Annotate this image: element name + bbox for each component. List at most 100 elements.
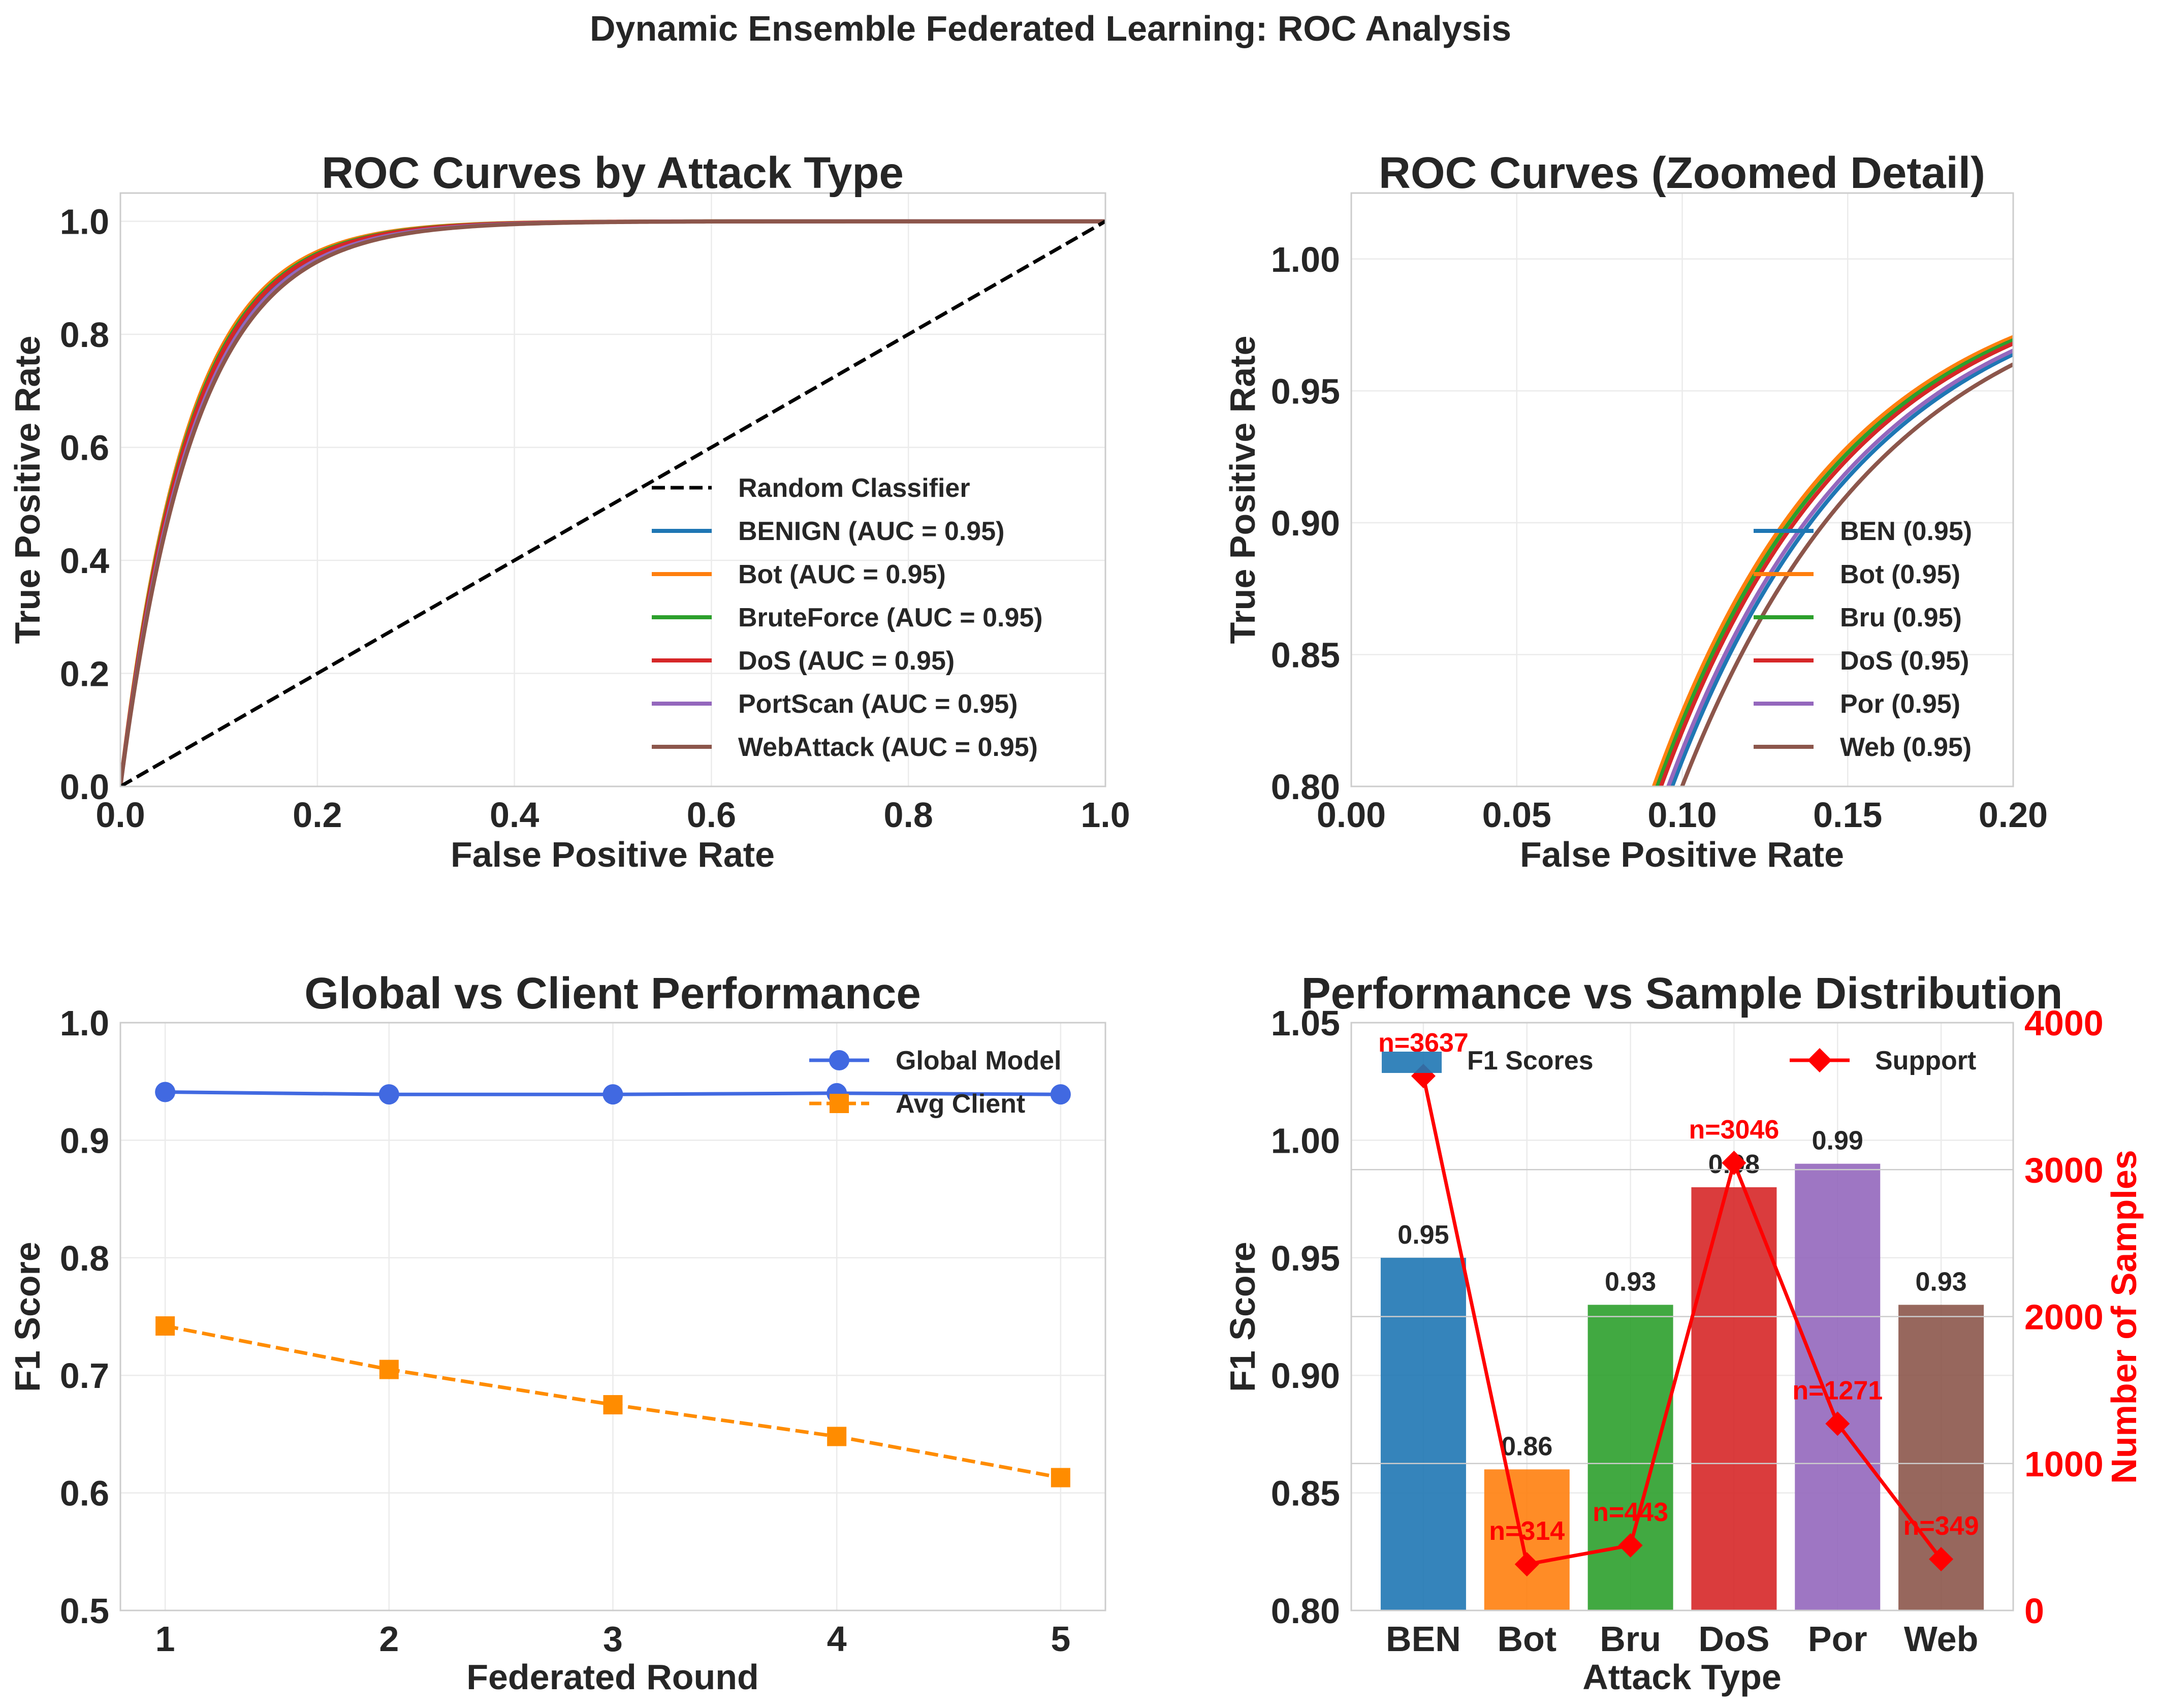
y-tick-bars-1: 0.85 <box>1271 1474 1340 1513</box>
axes-frame-rounds <box>119 1022 1106 1611</box>
support-label-4: n=1271 <box>1792 1376 1883 1405</box>
panel-global-vs-client: 1 2 3 4 5 0.5 0.6 0.7 0.8 0.9 1.0 Global vs Client … <box>8 969 1106 1697</box>
ylabel-right-bars: Number of Samples <box>2104 1150 2144 1483</box>
roc-curve-5 <box>120 219 1105 786</box>
x-tick-zoom-4: 0.20 <box>1979 795 2048 835</box>
y-tick-zoom-3: 0.95 <box>1271 371 1340 411</box>
ylabel-zoom: True Positive Rate <box>1223 336 1262 644</box>
x-tick-bars-0: BEN <box>1386 1619 1461 1659</box>
bar-label-bars-1: 0.86 <box>1501 1432 1552 1461</box>
y-right-tick-bars-0: 0 <box>2024 1591 2044 1631</box>
x-tick-rounds-0: 1 <box>155 1619 175 1659</box>
x-tick-bars-3: DoS <box>1698 1619 1769 1659</box>
axes-frame-bars <box>1350 1022 2014 1611</box>
xlabel-zoom: False Positive Rate <box>1520 835 1844 874</box>
legend-label-rounds-0: Global Model <box>896 1046 1061 1076</box>
legend-marker-rounds-1 <box>830 1094 849 1113</box>
marker-rounds-0-0 <box>155 1082 176 1102</box>
zoom-curve-5 <box>1679 362 2013 786</box>
figure-suptitle: Dynamic Ensemble Federated Learning: ROC… <box>590 9 1511 48</box>
support-label-5: n=349 <box>1903 1511 1979 1541</box>
ylabel-bars: F1 Score <box>1223 1242 1262 1392</box>
bar-bars-2 <box>1587 1305 1673 1610</box>
title-rounds: Global vs Client Performance <box>304 969 921 1018</box>
panel-roc: 0.00.0 0.2 0.2 0.4 0.4 0.6 0.6 0.8 0.8 1.0 1.0 ROC … <box>8 148 1130 874</box>
zoom-curve-2 <box>1655 338 2013 786</box>
legend-label-roc-1: Bot (AUC = 0.95) <box>738 560 946 589</box>
marker-rounds-1-0 <box>155 1316 175 1336</box>
ylabel-roc: True Positive Rate <box>8 336 47 644</box>
x-tick-rounds-1: 2 <box>379 1619 399 1659</box>
bar-bars-4 <box>1795 1163 1881 1610</box>
roc-curves <box>120 219 1105 786</box>
x-tick-roc-5: 1.0 <box>1081 795 1130 835</box>
marker-rounds-0-2 <box>602 1084 623 1105</box>
y-tick-bars-0: 0.80 <box>1271 1591 1340 1631</box>
panel-roc-zoom: 0.00 0.05 0.10 0.15 0.20 0.80 0.85 0.90 0.95 1.00… <box>1223 148 2048 874</box>
legend-label-zoom-4: Por (0.95) <box>1840 689 1960 719</box>
y-right-tick-bars-1: 1000 <box>2024 1444 2104 1484</box>
y-tick-rounds-5: 1.0 <box>60 1003 109 1043</box>
legend-label-roc-3: DoS (AUC = 0.95) <box>738 646 955 676</box>
xlabel-roc: False Positive Rate <box>451 835 775 874</box>
x-tick-roc-3: 0.6 <box>687 795 736 835</box>
legend-label-zoom-1: Bot (0.95) <box>1840 560 1960 589</box>
legend-label-roc-2: BruteForce (AUC = 0.95) <box>738 603 1043 632</box>
support-label-2: n=443 <box>1593 1498 1668 1527</box>
x-tick-rounds-4: 5 <box>1051 1619 1070 1659</box>
x-tick-bars-5: Web <box>1904 1619 1979 1659</box>
support-line <box>1421 1076 1943 1567</box>
xlabel-bars: Attack Type <box>1582 1657 1782 1697</box>
y-tick-zoom-4: 1.00 <box>1271 240 1340 279</box>
title-bars: Performance vs Sample Distribution <box>1301 969 2063 1018</box>
y-tick-zoom-0: 0.80 <box>1271 767 1340 807</box>
x-tick-bars-4: Por <box>1808 1619 1867 1659</box>
marker-rounds-0-1 <box>378 1084 399 1105</box>
marker-rounds-1-4 <box>1051 1468 1070 1488</box>
y-tick-roc-0: 0.0 <box>60 767 109 807</box>
legend-marker-rounds-0 <box>829 1050 849 1070</box>
legend-label-random: Random Classifier <box>738 473 970 503</box>
legend-label-zoom-5: Web (0.95) <box>1840 733 1972 762</box>
x-tick-bars-1: Bot <box>1497 1619 1557 1659</box>
y-tick-rounds-1: 0.6 <box>60 1474 109 1513</box>
y-tick-roc-1: 0.2 <box>60 654 109 694</box>
legend-label-roc-5: WebAttack (AUC = 0.95) <box>738 733 1038 762</box>
bar-label-bars-0: 0.95 <box>1397 1220 1449 1250</box>
y-tick-rounds-0: 0.5 <box>60 1591 109 1631</box>
legend-swatch-f1 <box>1382 1052 1442 1073</box>
support-marker-3 <box>1722 1150 1746 1175</box>
marker-rounds-1-1 <box>379 1359 399 1379</box>
y-tick-zoom-2: 0.90 <box>1271 503 1340 543</box>
x-tick-roc-4: 0.8 <box>884 795 933 835</box>
x-tick-rounds-3: 4 <box>827 1619 847 1659</box>
support-label-3: n=3046 <box>1689 1115 1780 1145</box>
zoom-curves <box>1651 335 2013 786</box>
panel-performance-vs-samples: 0.950.860.930.980.990.93n=3637n=314n=443… <box>1223 969 2144 1697</box>
xlabel-rounds: Federated Round <box>466 1657 759 1697</box>
zoom-curve-4 <box>1666 349 2013 786</box>
legend-label-support: Support <box>1875 1046 1976 1076</box>
bar-bars-0 <box>1380 1257 1466 1610</box>
legend-label-rounds-1: Avg Client <box>896 1089 1025 1119</box>
y-tick-bars-2: 0.90 <box>1271 1356 1340 1396</box>
x-tick-bars-2: Bru <box>1600 1619 1661 1659</box>
legend-label-roc-4: PortScan (AUC = 0.95) <box>738 689 1018 719</box>
y-tick-rounds-4: 0.9 <box>60 1121 109 1160</box>
legend-label-zoom-0: BEN (0.95) <box>1840 517 1972 546</box>
x-tick-zoom-3: 0.15 <box>1813 795 1882 835</box>
bar-label-bars-4: 0.99 <box>1812 1126 1863 1156</box>
x-tick-roc-0: 0.0 <box>96 795 145 835</box>
bar-label-bars-5: 0.93 <box>1915 1267 1966 1296</box>
random-classifier-line <box>120 219 1105 786</box>
ylabel-rounds: F1 Score <box>8 1242 47 1392</box>
support-marker-4 <box>1825 1411 1850 1436</box>
y-right-tick-bars-3: 3000 <box>2024 1150 2104 1190</box>
x-tick-zoom-0: 0.00 <box>1317 795 1386 835</box>
support-label-1: n=314 <box>1489 1516 1565 1546</box>
y-tick-roc-2: 0.4 <box>60 541 109 581</box>
y-tick-roc-4: 0.8 <box>60 315 109 355</box>
x-tick-zoom-1: 0.05 <box>1482 795 1551 835</box>
y-tick-roc-5: 1.0 <box>60 202 109 242</box>
y-tick-roc-3: 0.6 <box>60 428 109 468</box>
